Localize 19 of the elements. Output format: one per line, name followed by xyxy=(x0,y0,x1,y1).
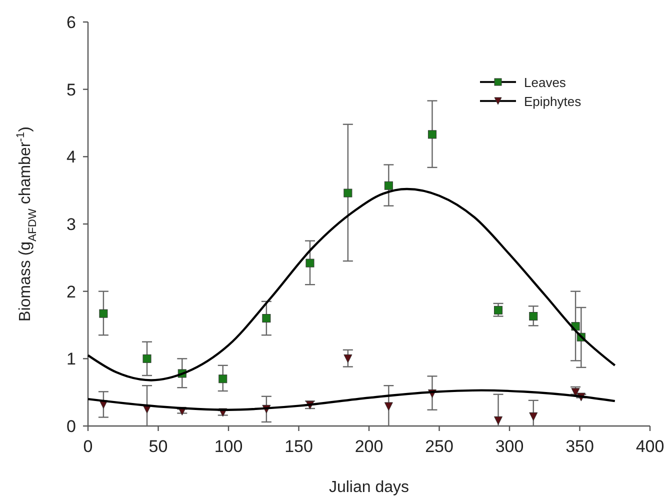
x-tick-label: 350 xyxy=(566,437,594,456)
x-tick-label: 300 xyxy=(495,437,524,456)
x-tick-label: 150 xyxy=(284,437,313,456)
legend-label: Leaves xyxy=(524,75,566,90)
y-tick-label: 6 xyxy=(66,13,76,32)
y-tick-label: 3 xyxy=(66,215,76,234)
x-tick-label: 0 xyxy=(83,437,93,456)
y-tick-label: 0 xyxy=(66,417,76,436)
y-tick-label: 4 xyxy=(66,148,76,167)
x-tick-label: 200 xyxy=(354,437,384,456)
x-tick-label: 100 xyxy=(214,437,243,456)
legend-label: Epiphytes xyxy=(524,94,582,109)
x-tick-label: 250 xyxy=(425,437,454,456)
x-axis-title: Julian days xyxy=(328,479,410,496)
y-tick-label: 5 xyxy=(66,80,76,100)
x-tick-label: 400 xyxy=(636,437,664,456)
y-tick-label: 1 xyxy=(66,350,76,369)
y-tick-label: 2 xyxy=(66,282,76,302)
x-tick-label: 50 xyxy=(148,437,168,456)
